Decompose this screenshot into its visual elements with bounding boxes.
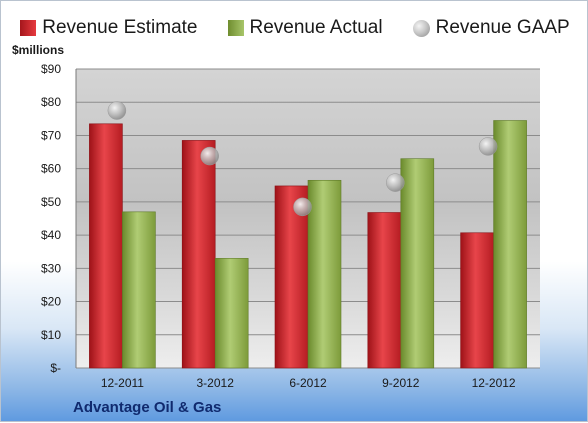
y-axis: $- $10 $20 $30 $40 $50 $60 $70 $80 $90 bbox=[41, 62, 77, 375]
gaap-marker bbox=[386, 173, 405, 192]
actual-bar bbox=[400, 158, 435, 369]
y-tick-label: $60 bbox=[41, 162, 61, 176]
legend-label-actual: Revenue Actual bbox=[249, 17, 383, 38]
x-tick-label: 12-2011 bbox=[101, 376, 144, 390]
x-tick-label: 6-2012 bbox=[289, 376, 327, 390]
estimate-swatch bbox=[20, 20, 37, 36]
y-unit-label: $millions bbox=[12, 43, 65, 57]
legend-label-gaap: Revenue GAAP bbox=[435, 17, 570, 38]
actual-bar bbox=[493, 120, 527, 369]
legend-item-estimate: Revenue Estimate bbox=[20, 17, 198, 39]
y-tick-label: $20 bbox=[41, 295, 61, 309]
y-tick-label: $90 bbox=[41, 62, 61, 76]
gaap-markers bbox=[107, 101, 498, 217]
actual-bar bbox=[214, 258, 249, 369]
legend-item-actual: Revenue Actual bbox=[227, 17, 383, 39]
actual-bar bbox=[122, 211, 156, 369]
estimate-bar bbox=[274, 185, 309, 369]
y-tick-label: $50 bbox=[41, 195, 61, 209]
legend-item-gaap: Revenue GAAP bbox=[412, 17, 570, 39]
bars bbox=[89, 120, 527, 369]
x-tick-label: 3-2012 bbox=[197, 376, 235, 390]
gaap-marker bbox=[293, 197, 312, 217]
y-tick-label: $30 bbox=[41, 261, 61, 275]
x-tick-label: 12-2012 bbox=[472, 376, 516, 390]
y-tick-label: $80 bbox=[41, 95, 61, 109]
company-name: Advantage Oil & Gas bbox=[73, 399, 222, 416]
actual-swatch bbox=[227, 20, 244, 36]
estimate-bar bbox=[367, 212, 402, 369]
gaap-marker bbox=[478, 137, 498, 156]
y-tick-label: $70 bbox=[41, 128, 61, 142]
gaap-swatch bbox=[412, 19, 430, 37]
legend-label-estimate: Revenue Estimate bbox=[42, 17, 198, 38]
estimate-bar bbox=[89, 123, 123, 369]
actual-bar bbox=[307, 179, 342, 369]
estimate-bar bbox=[460, 232, 494, 369]
estimate-bar bbox=[181, 140, 216, 369]
y-tick-label: $- bbox=[50, 361, 61, 375]
y-tick-label: $40 bbox=[41, 228, 61, 242]
legend: Revenue Estimate Revenue Actual Revenue … bbox=[1, 17, 588, 39]
x-axis: 12-2011 3-2012 6-2012 9-2012 12-2012 bbox=[101, 376, 516, 390]
y-tick-label: $10 bbox=[41, 328, 61, 342]
gaap-marker bbox=[107, 101, 127, 120]
x-tick-label: 9-2012 bbox=[382, 376, 420, 390]
gaap-marker bbox=[200, 146, 219, 166]
